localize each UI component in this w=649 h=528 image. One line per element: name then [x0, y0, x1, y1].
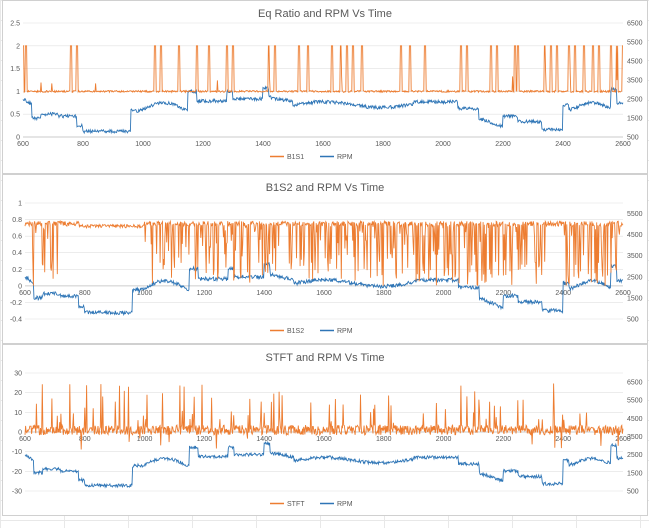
x-tick-label: 1000: [135, 141, 151, 148]
y2-tick-label: 5500: [627, 40, 643, 47]
x-tick-label: 2000: [436, 436, 452, 443]
x-tick-label: 1800: [376, 290, 392, 297]
chart-b1s2-rpm[interactable]: B1S2 and RPM Vs Time -0.4 -0.2 0 0.2 0.4 0.6 0.…: [2, 174, 648, 344]
x-tick-label: 600: [19, 436, 31, 443]
x-tick-label: 2400: [555, 436, 571, 443]
y-tick-label: 0.4: [12, 250, 22, 257]
y2-tick-label: 4500: [627, 416, 643, 423]
series-line-rpm: [24, 440, 624, 489]
x-tick-label: 1400: [255, 141, 271, 148]
y2-tick-label: 6500: [627, 21, 643, 28]
x-tick-label: 2000: [436, 290, 452, 297]
y-tick-label: 0.6: [12, 234, 22, 241]
x-tick-label: 800: [77, 141, 89, 148]
y2-tick-label: 1500: [627, 470, 643, 477]
x-tick-label: 2200: [496, 290, 512, 297]
x-tick-label: 2200: [495, 141, 511, 148]
x-tick-label: 2600: [615, 141, 631, 148]
y2-tick-label: 500: [627, 135, 639, 142]
legend-label: RPM: [337, 501, 353, 508]
y2-tick-label: 4500: [627, 59, 643, 66]
y-tick-label: -0.2: [10, 300, 22, 307]
series-line-rpm: [24, 261, 624, 317]
x-tick-label: 800: [79, 290, 91, 297]
x-tick-label: 1600: [315, 141, 331, 148]
chart-stft-rpm[interactable]: STFT and RPM Vs Time -30 -20 -10 0 10 20 30 500 1…: [2, 344, 648, 516]
legend-label: B1S2: [287, 328, 304, 335]
chart-1-svg: Eq Ratio and RPM Vs Time 0 0.5 1 1.5 2 2.5 500 1…: [10, 8, 643, 161]
y-tick-label: 0: [18, 283, 22, 290]
y2-tick-label: 2500: [627, 274, 643, 281]
y2-tick-label: 2500: [627, 97, 643, 104]
y2-tick-label: 2500: [627, 452, 643, 459]
x-tick-label: 800: [79, 436, 91, 443]
y-tick-label: 1: [18, 201, 22, 208]
chart-title: Eq Ratio and RPM Vs Time: [258, 8, 392, 20]
y-tick-label: 20: [14, 390, 22, 397]
x-tick-label: 2000: [435, 141, 451, 148]
y2-tick-label: 3500: [627, 434, 643, 441]
y-tick-label: 1: [16, 89, 20, 96]
y-tick-label: -20: [12, 469, 22, 476]
y-tick-label: 2.5: [10, 21, 20, 28]
chart-3-svg: STFT and RPM Vs Time -30 -20 -10 0 10 20 30 500 1…: [12, 352, 643, 508]
y2-tick-label: 3500: [627, 78, 643, 85]
y-tick-label: -30: [12, 489, 22, 496]
x-tick-label: 2600: [615, 290, 631, 297]
x-tick-label: 2400: [555, 141, 571, 148]
y-tick-label: 0.5: [10, 112, 20, 119]
chart-eq-ratio-rpm[interactable]: Eq Ratio and RPM Vs Time 0 0.5 1 1.5 2 2.5 500 1…: [2, 0, 648, 174]
series-line-primary: [23, 45, 623, 94]
y-tick-label: 1.5: [10, 66, 20, 73]
chart-2-svg: B1S2 and RPM Vs Time -0.4 -0.2 0 0.2 0.4 0.6 0.…: [10, 182, 643, 335]
legend-label: B1S1: [287, 154, 304, 161]
x-tick-label: 2600: [615, 436, 631, 443]
series-line-rpm: [22, 85, 624, 135]
y2-tick-label: 5500: [627, 398, 643, 405]
y-tick-label: 30: [14, 371, 22, 378]
y2-tick-label: 6500: [627, 380, 643, 387]
x-tick-label: 1800: [376, 436, 392, 443]
y-tick-label: -0.4: [10, 317, 22, 324]
chart-title: STFT and RPM Vs Time: [266, 352, 385, 364]
x-tick-label: 600: [17, 141, 29, 148]
x-tick-label: 1000: [137, 290, 153, 297]
y-tick-label: 0.2: [12, 267, 22, 274]
x-tick-label: 1600: [316, 436, 332, 443]
legend-label: RPM: [337, 328, 353, 335]
x-tick-label: 1600: [316, 290, 332, 297]
series-line-primary: [24, 219, 624, 287]
x-tick-label: 1400: [256, 436, 272, 443]
y-tick-label: 0.8: [12, 217, 22, 224]
y-tick-label: 0: [18, 430, 22, 437]
y-tick-label: 0: [16, 135, 20, 142]
y2-tick-label: 4500: [627, 232, 643, 239]
y-tick-label: -10: [12, 449, 22, 456]
y2-tick-label: 3500: [627, 253, 643, 260]
x-tick-label: 1200: [195, 141, 211, 148]
x-tick-label: 1400: [256, 290, 272, 297]
y2-tick-label: 5500: [627, 211, 643, 218]
legend-label: RPM: [337, 154, 353, 161]
legend-label: STFT: [287, 501, 305, 508]
x-tick-label: 1800: [375, 141, 391, 148]
x-tick-label: 2200: [496, 436, 512, 443]
x-tick-label: 1000: [137, 436, 153, 443]
series-line-primary: [24, 383, 624, 450]
y2-tick-label: 1500: [627, 295, 643, 302]
y2-tick-label: 500: [627, 489, 639, 496]
y-tick-label: 2: [16, 43, 20, 50]
x-tick-label: 600: [19, 290, 31, 297]
y2-tick-label: 500: [627, 317, 639, 324]
y-tick-label: 10: [14, 410, 22, 417]
chart-title: B1S2 and RPM Vs Time: [266, 182, 385, 194]
y2-tick-label: 1500: [627, 116, 643, 123]
x-tick-label: 1200: [197, 436, 213, 443]
x-tick-label: 1200: [197, 290, 213, 297]
